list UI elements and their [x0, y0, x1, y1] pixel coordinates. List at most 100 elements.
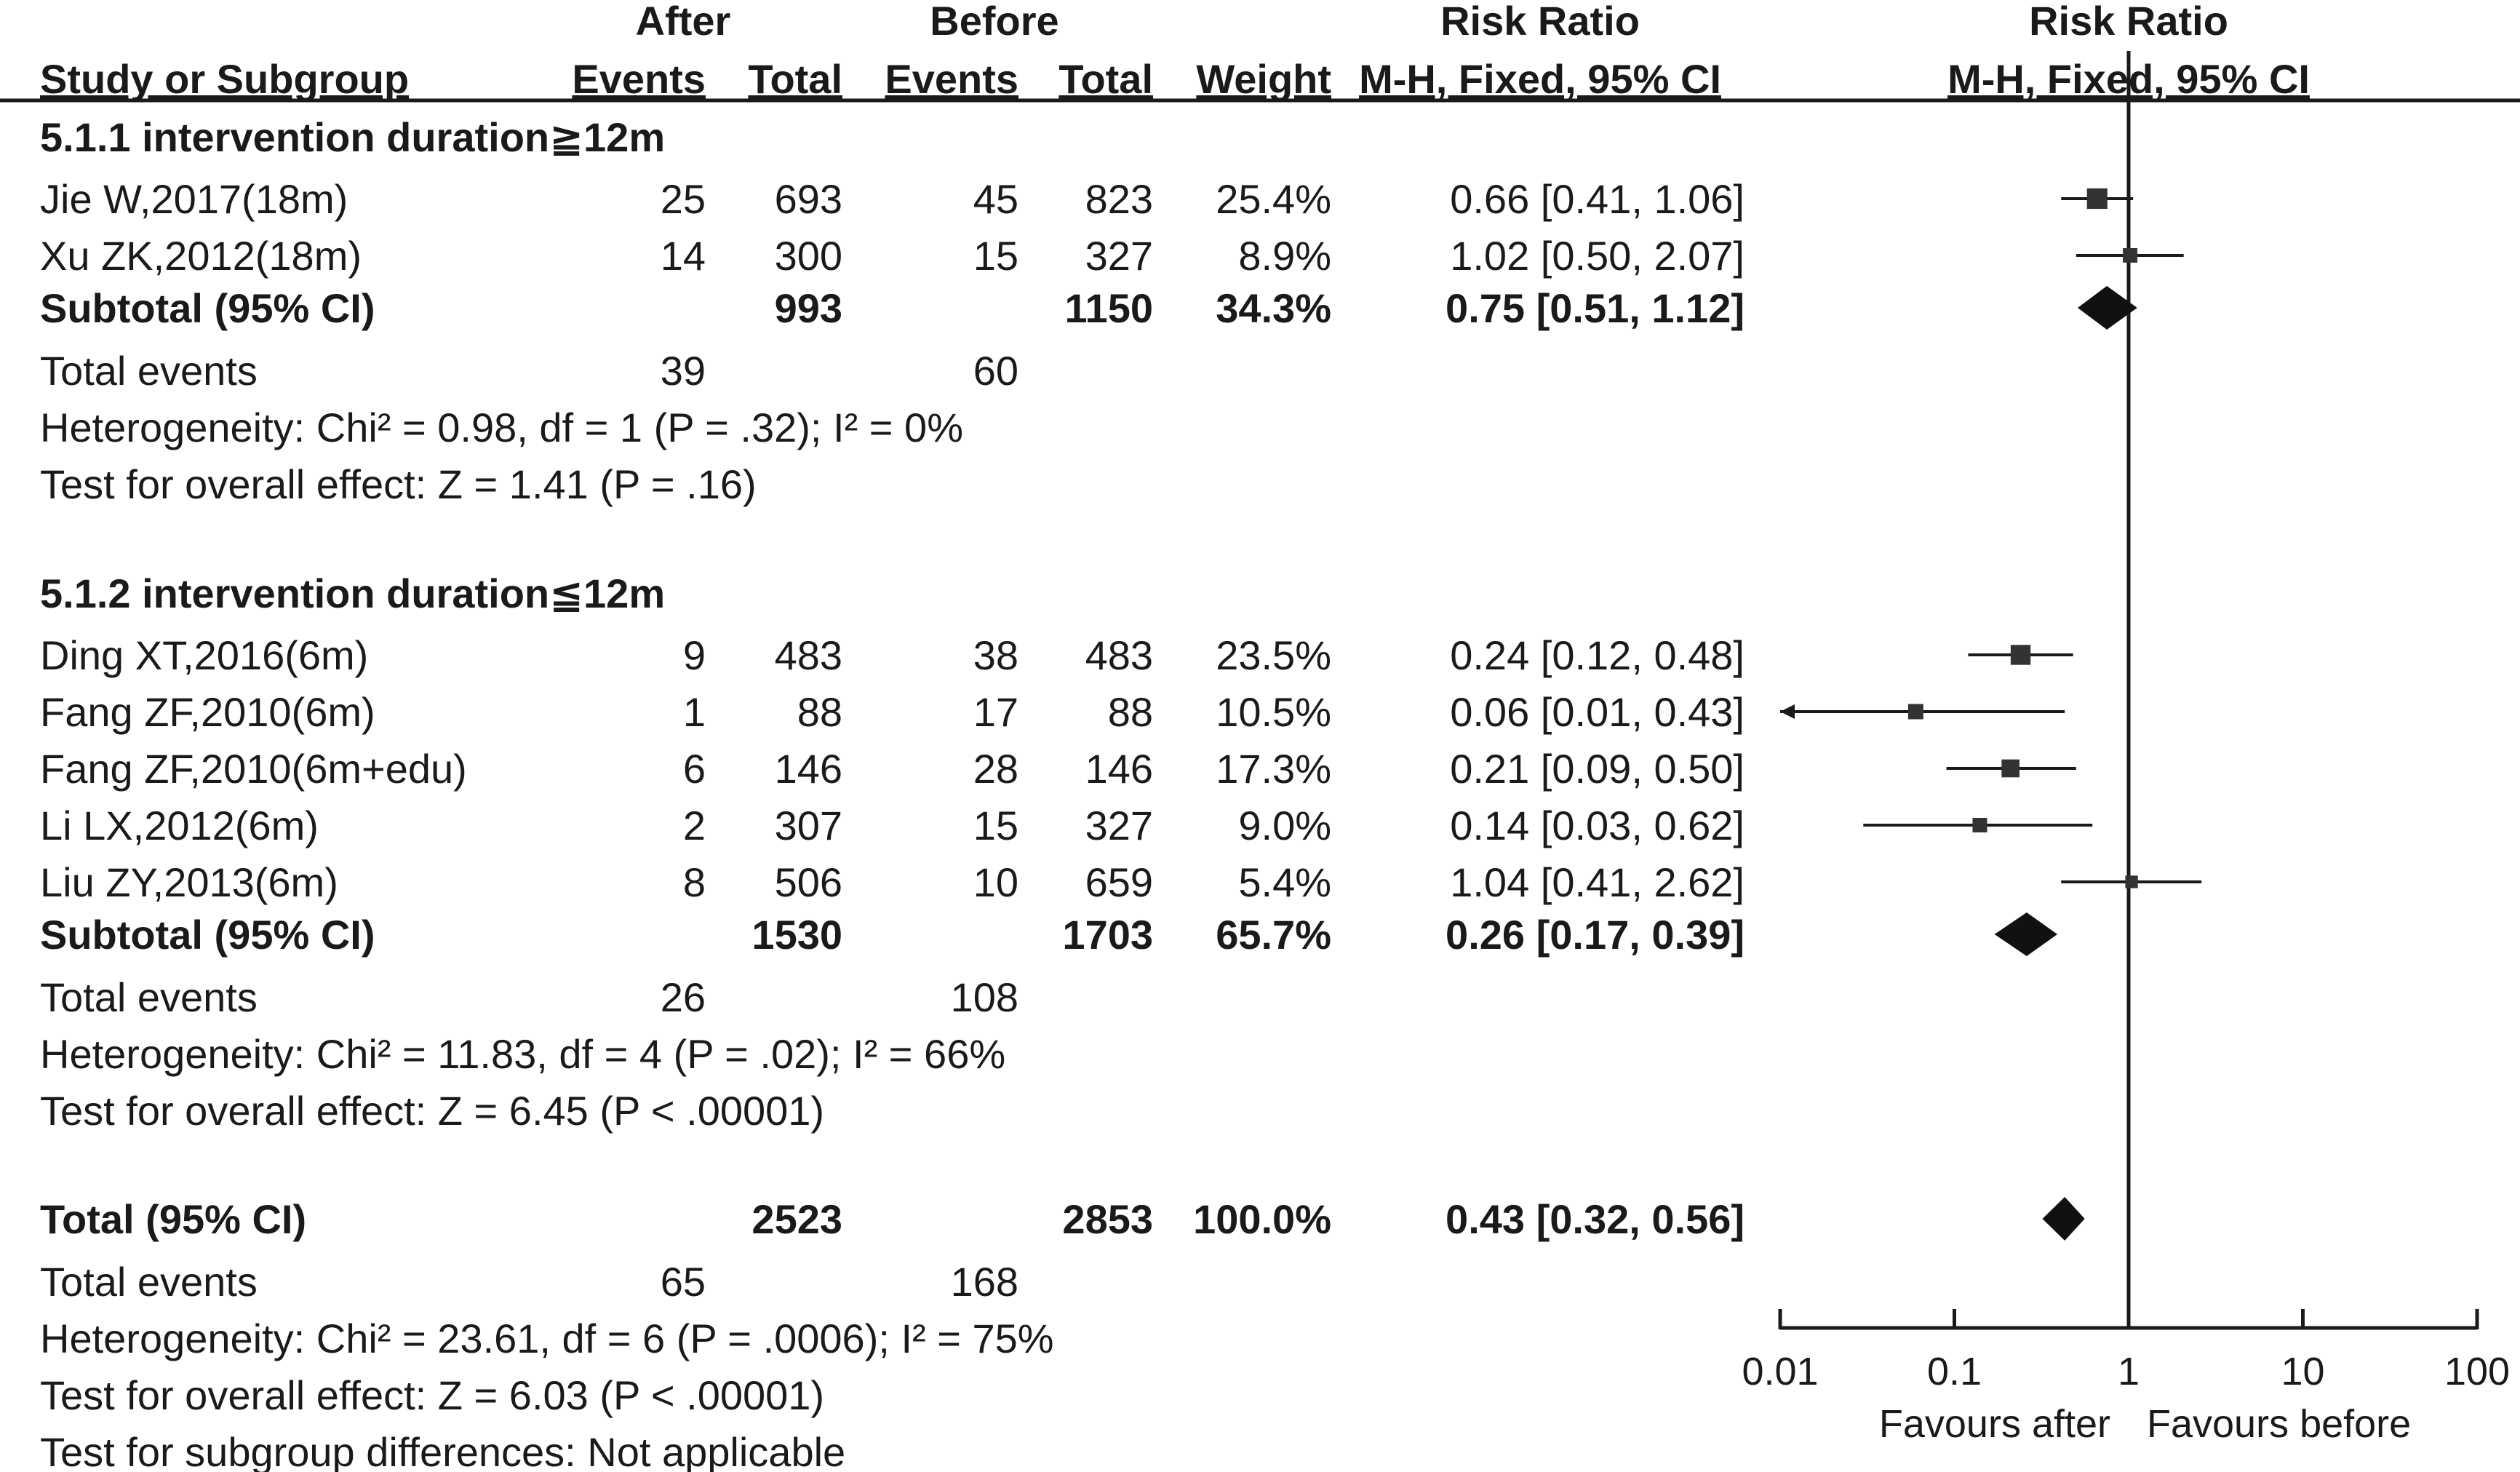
- forest-plot-area: 0.01 0.1 1 10 100 Favours after Favours before: [1742, 51, 2510, 1446]
- study-after-events-1: 25: [661, 176, 706, 222]
- overall-events-before: 168: [951, 1259, 1018, 1305]
- subgroup-events-label-2: Total events: [40, 974, 258, 1020]
- header-before-total: Total: [1058, 56, 1153, 102]
- study-after-total-5: 146: [775, 746, 842, 792]
- subtotal-2-label: Subtotal (95% CI): [40, 912, 375, 958]
- study-after-events-4: 1: [683, 689, 706, 735]
- ci-arrow-4: [1780, 704, 1795, 719]
- study-before-events-6: 15: [973, 803, 1018, 848]
- study-ci-7: 1.04 [0.41, 2.62]: [1450, 859, 1745, 905]
- effect-square-2: [2123, 248, 2138, 263]
- forest-table: 5.1.1 intervention duration≧12m Jie W,201…: [40, 114, 1745, 1472]
- subgroup-title-1: 5.1.1 intervention duration≧12m: [40, 114, 665, 160]
- study-after-events-7: 8: [683, 859, 706, 905]
- study-weight-4: 10.5%: [1216, 689, 1331, 735]
- x-tick-label-2: 0.1: [1927, 1350, 1982, 1393]
- study-before-total-7: 659: [1085, 859, 1153, 905]
- effect-square-6: [1972, 818, 1987, 832]
- study-weight-2: 8.9%: [1238, 233, 1331, 279]
- study-ci-4: 0.06 [0.01, 0.43]: [1450, 689, 1745, 735]
- subgroup-heterogeneity-2: Heterogeneity: Chi² = 11.83, df = 4 (P =…: [40, 1031, 1005, 1077]
- subtotal-2-diamond: [1994, 912, 2058, 956]
- overall-total-label: Total (95% CI): [40, 1196, 306, 1242]
- study-name-6: Li LX,2012(6m): [40, 803, 319, 848]
- study-weight-3: 23.5%: [1216, 632, 1331, 678]
- subtotal-1-weight: 34.3%: [1216, 285, 1331, 331]
- subtotal-1-ci: 0.75 [0.51, 1.12]: [1446, 285, 1745, 331]
- study-before-events-4: 17: [973, 689, 1018, 735]
- study-after-total-4: 88: [797, 689, 842, 735]
- subgroup-differences-test: Test for subgroup differences: Not appli…: [40, 1429, 845, 1472]
- study-after-total-6: 307: [775, 803, 842, 848]
- header-rr-method-table: M-H, Fixed, 95% CI: [1359, 56, 1721, 102]
- overall-heterogeneity: Heterogeneity: Chi² = 23.61, df = 6 (P =…: [40, 1316, 1054, 1361]
- x-tick-label-1: 0.01: [1742, 1350, 1818, 1393]
- x-tick-label-5: 100: [2444, 1350, 2510, 1393]
- study-name-5: Fang ZF,2010(6m+edu): [40, 746, 467, 792]
- study-weight-1: 25.4%: [1216, 176, 1331, 222]
- study-ci-1: 0.66 [0.41, 1.06]: [1450, 176, 1745, 222]
- study-name-1: Jie W,2017(18m): [40, 176, 348, 222]
- subgroup-overall-effect-1: Test for overall effect: Z = 1.41 (P = .…: [40, 461, 757, 507]
- subgroup-heterogeneity-1: Heterogeneity: Chi² = 0.98, df = 1 (P = …: [40, 405, 963, 450]
- overall-total-weight: 100.0%: [1193, 1196, 1331, 1242]
- study-before-total-5: 146: [1085, 746, 1153, 792]
- study-before-total-4: 88: [1108, 689, 1153, 735]
- subgroup-events-label-1: Total events: [40, 348, 258, 394]
- study-before-events-2: 15: [973, 233, 1018, 279]
- study-weight-7: 5.4%: [1238, 859, 1331, 905]
- x-tick-label-3: 1: [2118, 1350, 2140, 1393]
- study-after-total-7: 506: [775, 859, 842, 905]
- overall-effect-test: Test for overall effect: Z = 6.03 (P < .…: [40, 1372, 824, 1418]
- effect-square-4: [1907, 704, 1923, 720]
- favours-left-label: Favours after: [1879, 1402, 2110, 1446]
- study-before-events-5: 28: [973, 746, 1018, 792]
- study-ci-2: 1.02 [0.50, 2.07]: [1450, 233, 1745, 279]
- study-ci-6: 0.14 [0.03, 0.62]: [1450, 803, 1745, 848]
- subgroup-title-2: 5.1.2 intervention duration≦12m: [40, 570, 665, 616]
- study-before-events-7: 10: [973, 859, 1018, 905]
- subgroup-events-after-1: 39: [661, 348, 706, 394]
- subgroup-events-before-1: 60: [973, 348, 1018, 394]
- study-after-events-5: 6: [683, 746, 706, 792]
- header-risk-ratio-table: Risk Ratio: [1440, 0, 1640, 44]
- study-before-events-3: 38: [973, 632, 1018, 678]
- study-weight-6: 9.0%: [1238, 803, 1331, 848]
- favours-right-label: Favours before: [2147, 1402, 2411, 1446]
- study-name-3: Ding XT,2016(6m): [40, 632, 368, 678]
- header-after: After: [636, 0, 731, 44]
- x-tick-label-4: 10: [2281, 1350, 2324, 1393]
- header-before-events: Events: [885, 56, 1018, 102]
- subgroup-overall-effect-2: Test for overall effect: Z = 6.45 (P < .…: [40, 1088, 824, 1134]
- header-after-events: Events: [572, 56, 706, 102]
- study-ci-3: 0.24 [0.12, 0.48]: [1450, 632, 1745, 678]
- subtotal-2-after-total: 1530: [751, 912, 842, 958]
- study-after-events-2: 14: [661, 233, 706, 279]
- study-before-total-1: 823: [1085, 176, 1153, 222]
- study-after-total-1: 693: [775, 176, 842, 222]
- study-ci-5: 0.21 [0.09, 0.50]: [1450, 746, 1745, 792]
- effect-square-3: [2010, 645, 2031, 665]
- header-after-total: Total: [748, 56, 842, 102]
- study-name-2: Xu ZK,2012(18m): [40, 233, 362, 279]
- effect-square-7: [2125, 875, 2138, 888]
- study-after-total-3: 483: [775, 632, 842, 678]
- subtotal-2-weight: 65.7%: [1216, 912, 1331, 958]
- overall-total-before-total: 2853: [1062, 1196, 1153, 1242]
- study-weight-5: 17.3%: [1216, 746, 1331, 792]
- subgroup-events-after-2: 26: [661, 974, 706, 1020]
- overall-events-after: 65: [661, 1259, 706, 1305]
- subtotal-1-after-total: 993: [775, 285, 842, 331]
- overall-total-after-total: 2523: [751, 1196, 842, 1242]
- subtotal-1-before-total: 1150: [1065, 285, 1154, 331]
- effect-square-5: [2001, 759, 2019, 778]
- study-before-events-1: 45: [973, 176, 1018, 222]
- subtotal-2-before-total: 1703: [1062, 912, 1153, 958]
- study-name-7: Liu ZY,2013(6m): [40, 859, 338, 905]
- study-before-total-3: 483: [1085, 632, 1153, 678]
- study-after-total-2: 300: [775, 233, 842, 279]
- header-study: Study or Subgroup: [40, 56, 409, 102]
- subgroup-events-before-2: 108: [951, 974, 1018, 1020]
- study-after-events-3: 9: [683, 632, 706, 678]
